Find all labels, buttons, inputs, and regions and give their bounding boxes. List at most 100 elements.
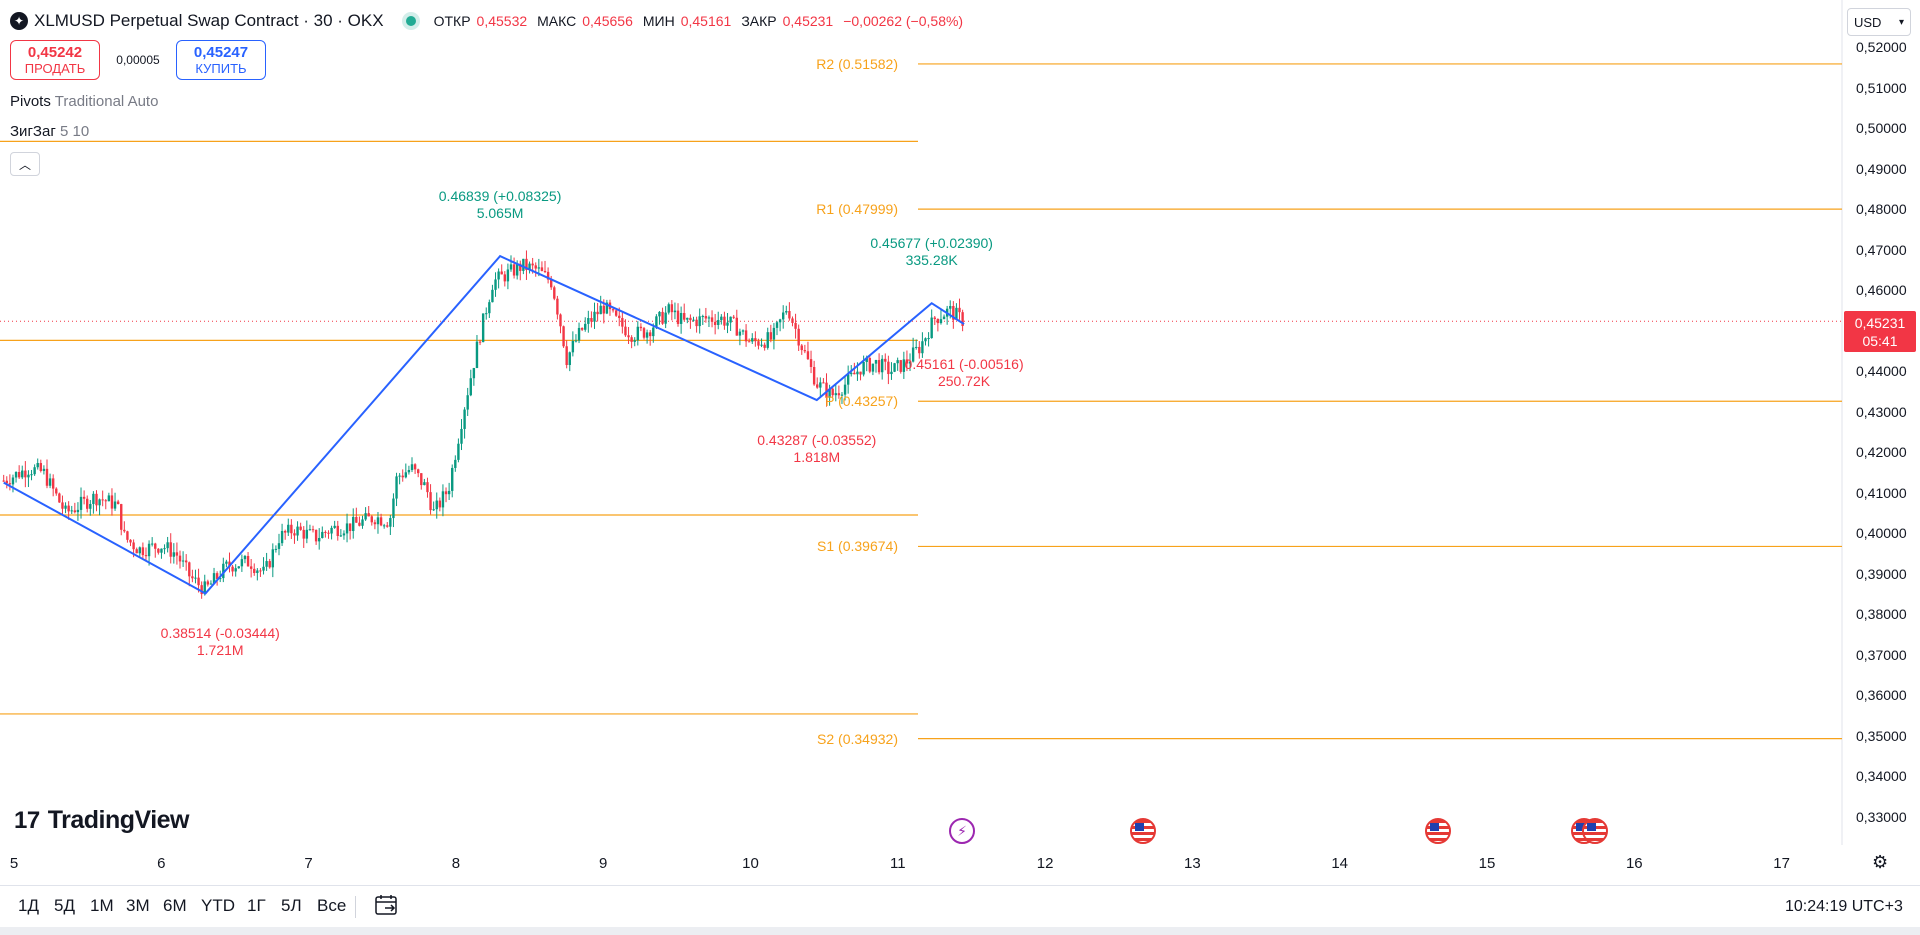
candle-down xyxy=(853,372,856,375)
zigzag-label-down: 0.38514 (-0.03444) 1.721M xyxy=(150,625,290,659)
candle-up xyxy=(98,499,101,506)
candle-down xyxy=(420,473,423,486)
candle-down xyxy=(534,265,537,269)
candle-up xyxy=(571,341,575,353)
buy-button[interactable]: 0,45247 КУПИТЬ xyxy=(176,40,266,80)
candle-down xyxy=(302,529,305,539)
spread-value: 0,00005 xyxy=(116,53,160,67)
candle-down xyxy=(348,523,352,532)
go-to-date-icon[interactable] xyxy=(374,893,400,917)
collapse-legend-button[interactable]: ︿ xyxy=(10,152,40,176)
candle-down xyxy=(401,475,404,478)
candle-down xyxy=(293,533,296,536)
price-chart[interactable] xyxy=(0,0,1920,885)
candle-down xyxy=(859,371,862,375)
range-1m-button[interactable]: 1М xyxy=(90,896,114,915)
market-status-icon[interactable] xyxy=(405,16,416,26)
range-3m-button[interactable]: 3М xyxy=(126,896,150,915)
candle-up xyxy=(927,338,930,340)
price-tick-label: 0,33000 xyxy=(1856,808,1907,825)
candle-down xyxy=(958,307,961,313)
symbol-title[interactable]: XLMUSD Perpetual Swap Contract · 30 · OK… xyxy=(34,11,384,30)
candle-up xyxy=(36,463,39,468)
candle-down xyxy=(670,304,674,313)
candle-down xyxy=(611,309,615,311)
candle-down xyxy=(689,317,692,321)
range-all-button[interactable]: Все xyxy=(317,896,347,915)
candle-down xyxy=(754,338,757,342)
open-value: 0,45532 xyxy=(476,13,528,29)
stellar-logo-icon: ✦ xyxy=(10,12,28,30)
candle-down xyxy=(55,488,58,494)
indicator-pivots[interactable]: Pivots Traditional Auto xyxy=(10,93,158,110)
bottom-toolbar xyxy=(0,885,1920,928)
candle-down xyxy=(367,513,370,517)
zigzag-label-down: 0.43287 (-0.03552) 1.818M xyxy=(747,432,887,466)
candle-up xyxy=(509,264,513,270)
candle-down xyxy=(478,341,482,343)
candle-down xyxy=(116,501,120,505)
candle-down xyxy=(683,313,686,320)
candle-up xyxy=(64,505,67,509)
chart-settings-icon[interactable]: ⚙ xyxy=(1872,852,1889,872)
candle-down xyxy=(5,480,8,484)
candle-down xyxy=(175,552,179,556)
candle-up xyxy=(392,498,395,519)
date-tick-label: 10 xyxy=(742,855,759,872)
candle-down xyxy=(602,305,605,314)
candle-down xyxy=(327,532,330,534)
candle-down xyxy=(565,346,568,366)
range-ytd-button[interactable]: YTD xyxy=(201,896,235,915)
candle-down xyxy=(732,316,735,318)
candle-down xyxy=(246,555,250,567)
candle-up xyxy=(488,302,491,314)
chevron-up-icon: ︿ xyxy=(18,157,31,172)
date-tick-label: 17 xyxy=(1773,855,1790,872)
range-5d-button[interactable]: 5Д xyxy=(54,896,75,915)
range-1y-button[interactable]: 1Г xyxy=(247,896,266,915)
range-5y-button[interactable]: 5Л xyxy=(281,896,302,915)
candle-up xyxy=(389,518,392,527)
candle-up xyxy=(457,443,460,460)
candle-down xyxy=(197,577,200,586)
low-label: МИН xyxy=(642,13,675,29)
candle-down xyxy=(144,555,148,557)
range-6m-button[interactable]: 6М xyxy=(163,896,187,915)
candle-down xyxy=(438,500,442,508)
candle-up xyxy=(834,393,837,396)
candle-up xyxy=(819,382,822,388)
candle-down xyxy=(621,318,624,327)
candle-up xyxy=(574,340,578,342)
candle-down xyxy=(512,264,516,276)
candle-down xyxy=(429,492,432,511)
candle-down xyxy=(126,531,129,540)
open-label: ОТКР xyxy=(433,13,471,29)
candle-up xyxy=(42,468,46,471)
zigzag-volume: 335.28K xyxy=(905,252,958,269)
tradingview-wordmark: TradingView xyxy=(47,806,190,834)
event-us-flag-icon[interactable] xyxy=(1582,818,1608,844)
candle-down xyxy=(806,351,810,360)
range-1d-button[interactable]: 1Д xyxy=(18,896,39,915)
indicator-zigzag[interactable]: ЗигЗаг 5 10 xyxy=(10,123,89,140)
utc-clock[interactable]: 10:24:19 UTC+3 xyxy=(1785,898,1903,915)
candle-up xyxy=(460,428,463,444)
event-us-flag-icon[interactable] xyxy=(1425,818,1451,844)
tradingview-logo[interactable]: 17 TradingView xyxy=(14,806,190,835)
candle-down xyxy=(86,498,89,509)
candle-up xyxy=(828,388,831,398)
currency-select[interactable]: USD ▾ xyxy=(1847,8,1911,36)
event-us-flag-icon[interactable] xyxy=(1130,818,1156,844)
sell-button[interactable]: 0,45242 ПРОДАТЬ xyxy=(10,40,100,80)
candle-down xyxy=(952,306,955,320)
date-tick-label: 9 xyxy=(599,855,608,872)
candle-up xyxy=(219,578,222,580)
candle-down xyxy=(769,332,773,340)
candle-up xyxy=(686,317,689,320)
candle-up xyxy=(30,474,33,476)
candle-up xyxy=(212,573,216,584)
zigzag-label-up: 0.45677 (+0.02390) 335.28K xyxy=(862,235,1002,269)
candle-up xyxy=(466,395,469,410)
event-bolt-icon[interactable]: ⚡ xyxy=(949,818,975,844)
candle-up xyxy=(432,509,435,511)
